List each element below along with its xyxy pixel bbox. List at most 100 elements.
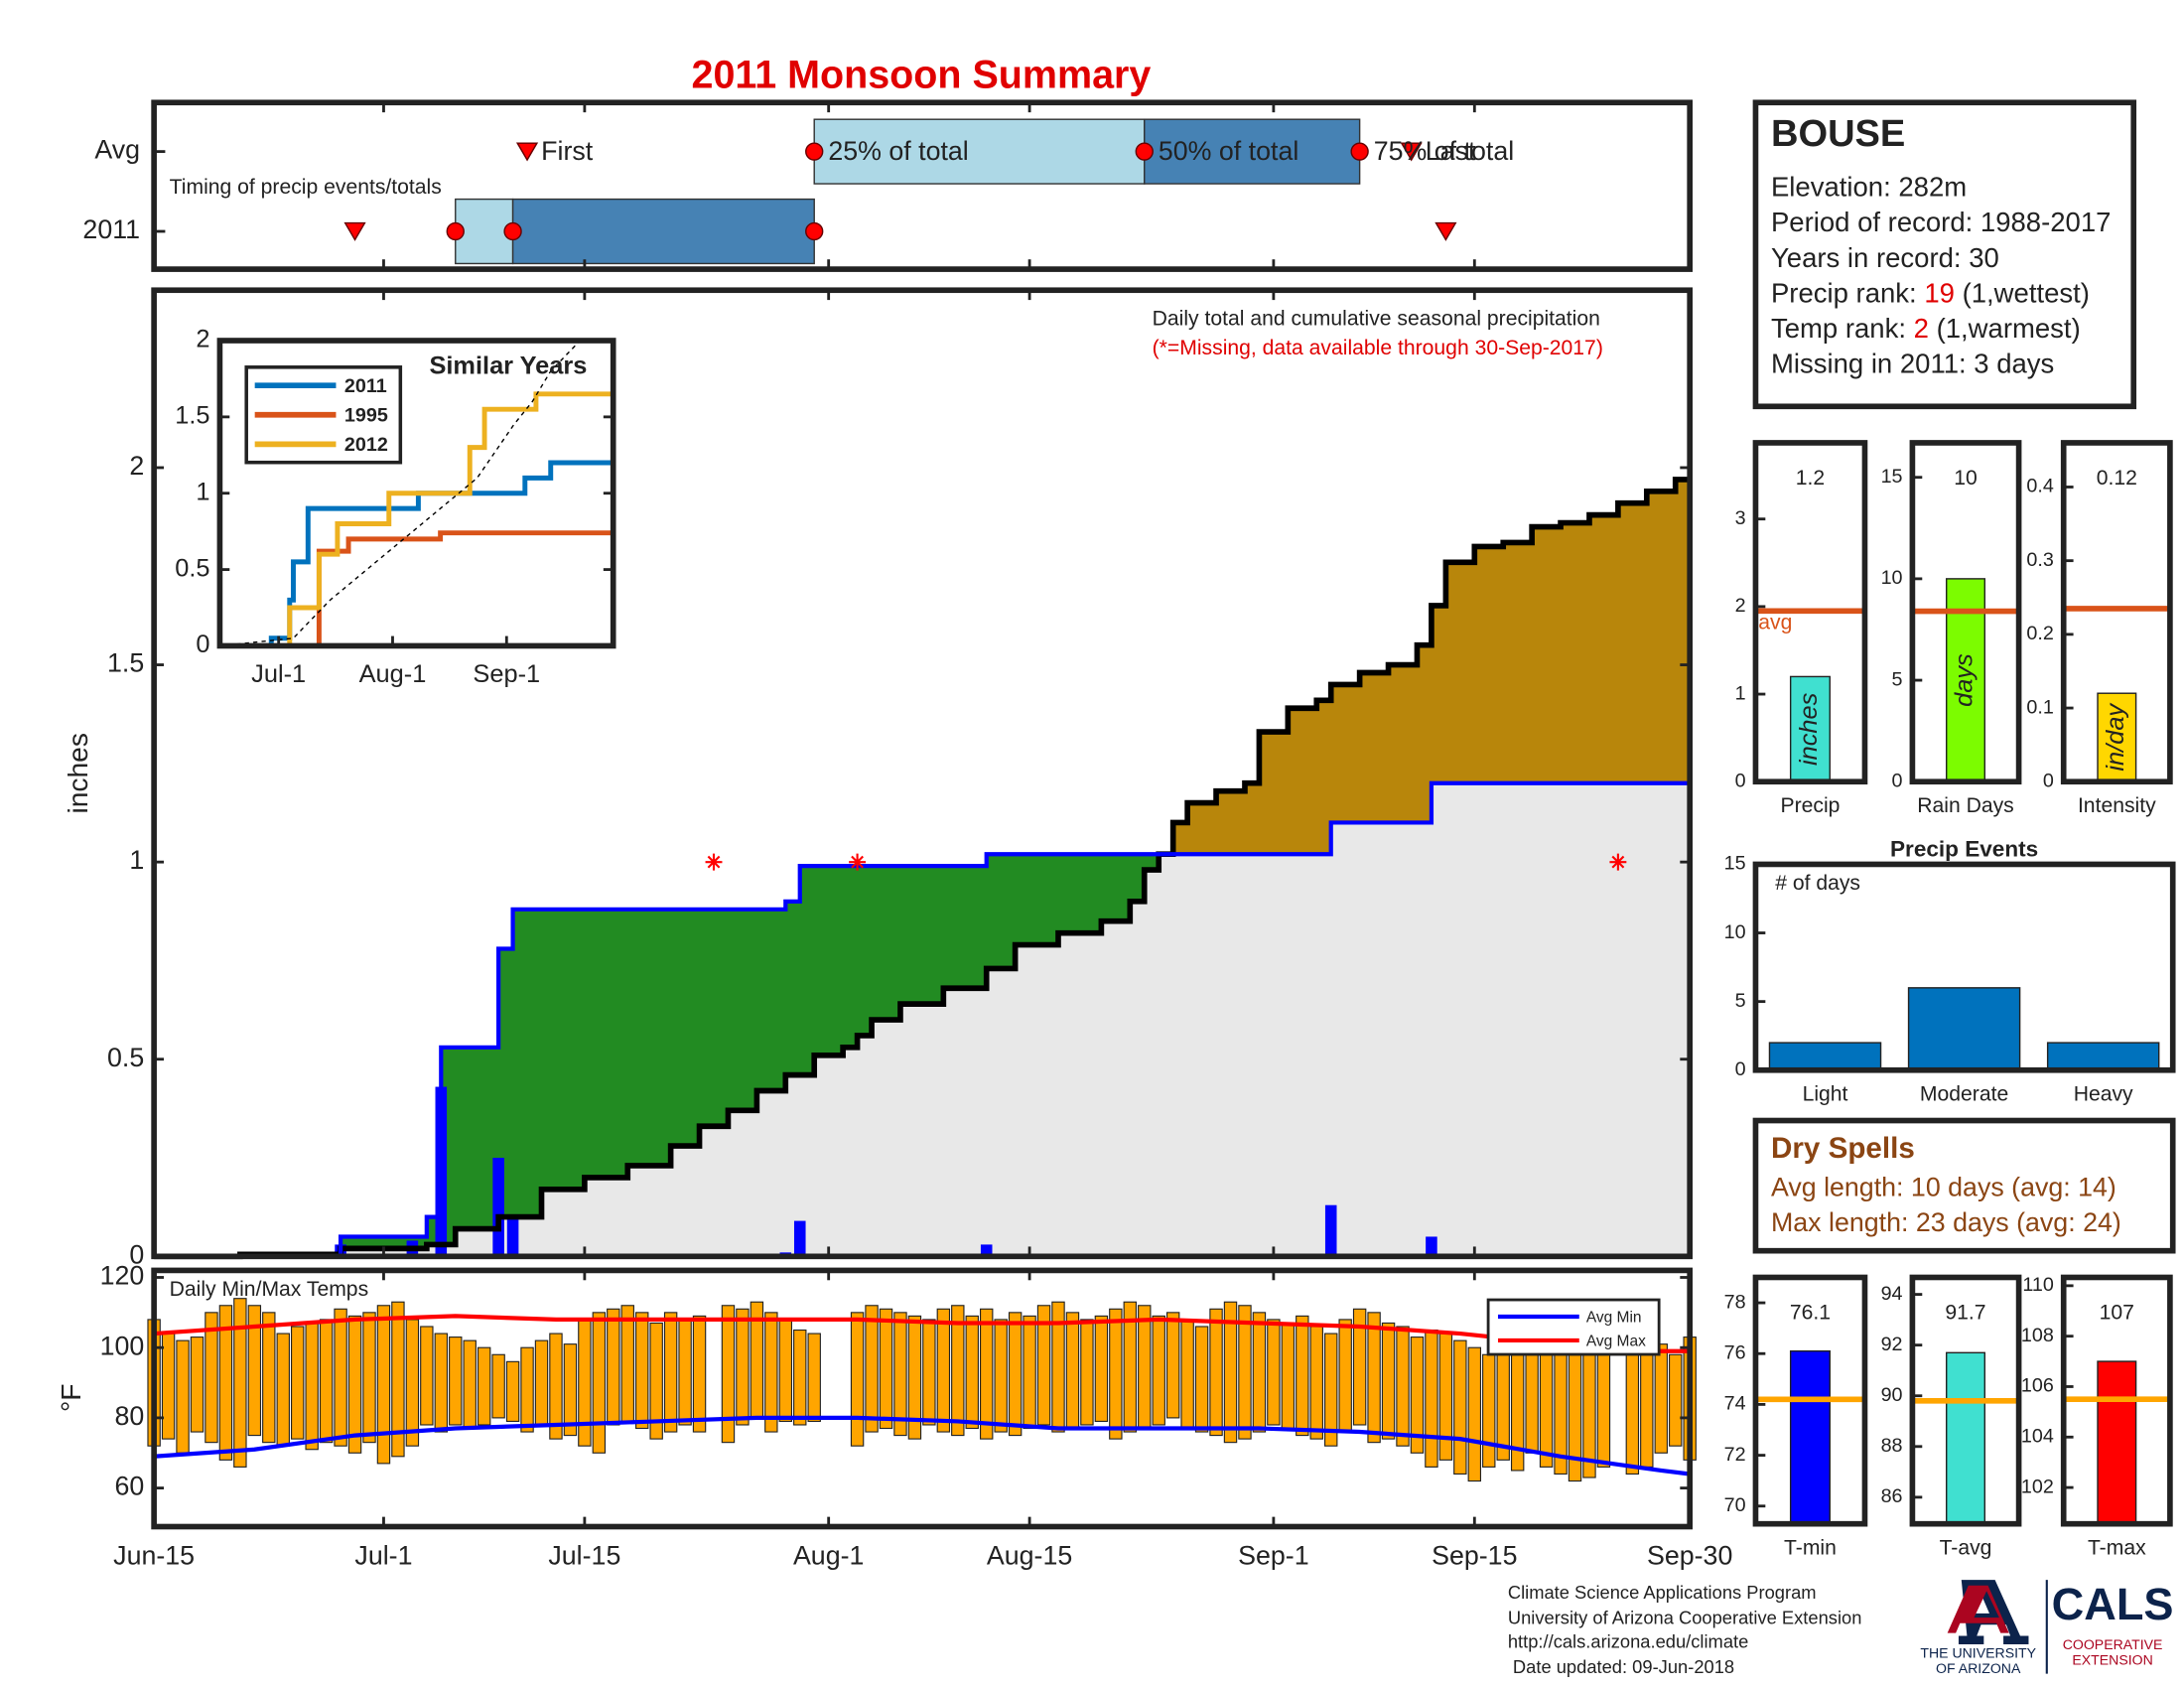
temp-bar bbox=[1654, 1343, 1668, 1454]
frame bbox=[2060, 440, 2173, 785]
legend-label: 1995 bbox=[344, 404, 388, 426]
temp-bar bbox=[1223, 1301, 1238, 1444]
temp-bar bbox=[850, 1312, 865, 1447]
temp-bar bbox=[247, 1305, 262, 1437]
temp-bar bbox=[1036, 1305, 1051, 1426]
temp-bar bbox=[477, 1346, 491, 1426]
y-tick-label: 72 bbox=[1724, 1444, 1746, 1466]
category-label: T-max bbox=[2088, 1537, 2146, 1560]
temp-bar bbox=[865, 1305, 879, 1433]
row-label: 2011 bbox=[82, 214, 140, 244]
temp-bar bbox=[1238, 1305, 1252, 1440]
temp-bar bbox=[578, 1319, 592, 1447]
info-text: Precip rank: bbox=[1771, 278, 1924, 309]
y-tick-label: 0 bbox=[1735, 1058, 1746, 1080]
temp-bar bbox=[218, 1305, 233, 1461]
missing-marker bbox=[849, 853, 867, 871]
daily-bar bbox=[492, 1158, 504, 1257]
temp-bar bbox=[1281, 1322, 1296, 1430]
temp-bar bbox=[262, 1312, 276, 1444]
y-tick-label: 88 bbox=[1881, 1435, 1903, 1457]
info-line: Period of record: 1988-2017 bbox=[1771, 208, 2111, 238]
temp-bar bbox=[607, 1308, 620, 1426]
unit-label: inches bbox=[1795, 692, 1823, 766]
total-marker bbox=[805, 142, 824, 161]
unit-label: days bbox=[1951, 653, 1979, 707]
similar-year-line bbox=[219, 341, 582, 646]
temp-bar bbox=[1396, 1326, 1410, 1447]
y-tick-label: 100 bbox=[100, 1331, 145, 1360]
y-tick-label: 1 bbox=[129, 845, 144, 875]
temp-bar bbox=[1080, 1319, 1094, 1426]
marker-label: Last bbox=[1426, 136, 1476, 166]
y-tick-label: 110 bbox=[2022, 1274, 2053, 1296]
x-tick-label: Jul-1 bbox=[354, 1541, 412, 1571]
frame bbox=[216, 338, 616, 649]
chart-title: Daily total and cumulative seasonal prec… bbox=[1153, 307, 1600, 330]
y-tick-label: 0.5 bbox=[107, 1043, 144, 1072]
temp-bar bbox=[663, 1312, 678, 1433]
category-label: Moderate bbox=[1920, 1083, 2008, 1106]
temp-bar bbox=[1296, 1315, 1309, 1437]
chart-subtitle: (*=Missing, data available through 30-Se… bbox=[1153, 337, 1603, 359]
info-line: Missing in 2011: 3 days bbox=[1771, 349, 2054, 379]
chart-title: Precip Events bbox=[1890, 836, 2038, 861]
y-tick-label: 0.4 bbox=[2026, 476, 2053, 497]
temp-bar bbox=[449, 1336, 463, 1426]
footer-line: Date updated: 09-Jun-2018 bbox=[1508, 1656, 1734, 1677]
y-tick-label: 60 bbox=[114, 1472, 144, 1501]
frame bbox=[1752, 861, 2176, 1073]
y-tick-label: 90 bbox=[1881, 1384, 1903, 1406]
temp-bar bbox=[764, 1312, 778, 1433]
dry-spells-title: Dry Spells bbox=[1771, 1132, 1915, 1165]
legend-label: Avg Min bbox=[1586, 1309, 1642, 1326]
y-axis-label: °F bbox=[55, 1384, 86, 1413]
footer-line: http://cals.arizona.edu/climate bbox=[1508, 1630, 1748, 1651]
missing-marker bbox=[705, 853, 723, 871]
y-tick-label: 92 bbox=[1881, 1334, 1903, 1355]
y-tick-label: 108 bbox=[2021, 1325, 2054, 1346]
similar-year-line bbox=[219, 391, 614, 646]
temp-bar bbox=[405, 1319, 420, 1447]
temp-bar bbox=[1438, 1333, 1453, 1461]
temp-bar bbox=[434, 1333, 449, 1433]
frame bbox=[1909, 1274, 2022, 1527]
temp-bar bbox=[319, 1319, 334, 1444]
legend-box bbox=[1486, 1298, 1661, 1356]
y-tick-label: 0.5 bbox=[175, 554, 209, 582]
temp-bar bbox=[276, 1333, 290, 1447]
temp-bar bbox=[347, 1315, 362, 1454]
temp-bar bbox=[1209, 1308, 1223, 1437]
temp-bar bbox=[362, 1312, 376, 1444]
temp-bar bbox=[994, 1319, 1008, 1433]
marker-label: 25% of total bbox=[828, 136, 968, 166]
marker-label: 50% of total bbox=[1159, 136, 1298, 166]
temp-bar bbox=[678, 1319, 692, 1426]
category-label: T-min bbox=[1784, 1537, 1837, 1560]
y-tick-label: 80 bbox=[114, 1401, 144, 1431]
y-tick-label: 0 bbox=[129, 1239, 144, 1269]
temp-bar bbox=[879, 1308, 893, 1430]
x-tick-label: Aug-1 bbox=[359, 660, 427, 688]
frame bbox=[151, 287, 1693, 1260]
marker-label: 75% of total bbox=[1374, 136, 1514, 166]
temp-bar bbox=[1252, 1312, 1267, 1433]
y-tick-label: 106 bbox=[2021, 1375, 2054, 1397]
x-tick-label: Sep-30 bbox=[1647, 1541, 1732, 1571]
marker-label: First bbox=[541, 136, 594, 166]
temp-bar bbox=[305, 1322, 319, 1451]
value-label: 107 bbox=[2100, 1302, 2134, 1325]
station-name: BOUSE bbox=[1771, 113, 1905, 155]
y-tick-label: 0.3 bbox=[2026, 549, 2053, 571]
value-label: 10 bbox=[1954, 467, 1978, 490]
y-tick-label: 94 bbox=[1881, 1283, 1903, 1305]
x-tick-label: Jul-15 bbox=[548, 1541, 620, 1571]
temp-bar bbox=[491, 1353, 505, 1419]
bar bbox=[1907, 987, 2021, 1071]
category-label: T-avg bbox=[1940, 1537, 1992, 1560]
temp-bar bbox=[233, 1298, 247, 1468]
y-tick-label: 2 bbox=[1735, 595, 1746, 617]
y-tick-label: 10 bbox=[1724, 921, 1746, 943]
info-line: Years in record: 30 bbox=[1771, 242, 1999, 273]
temp-bar bbox=[1123, 1301, 1138, 1433]
